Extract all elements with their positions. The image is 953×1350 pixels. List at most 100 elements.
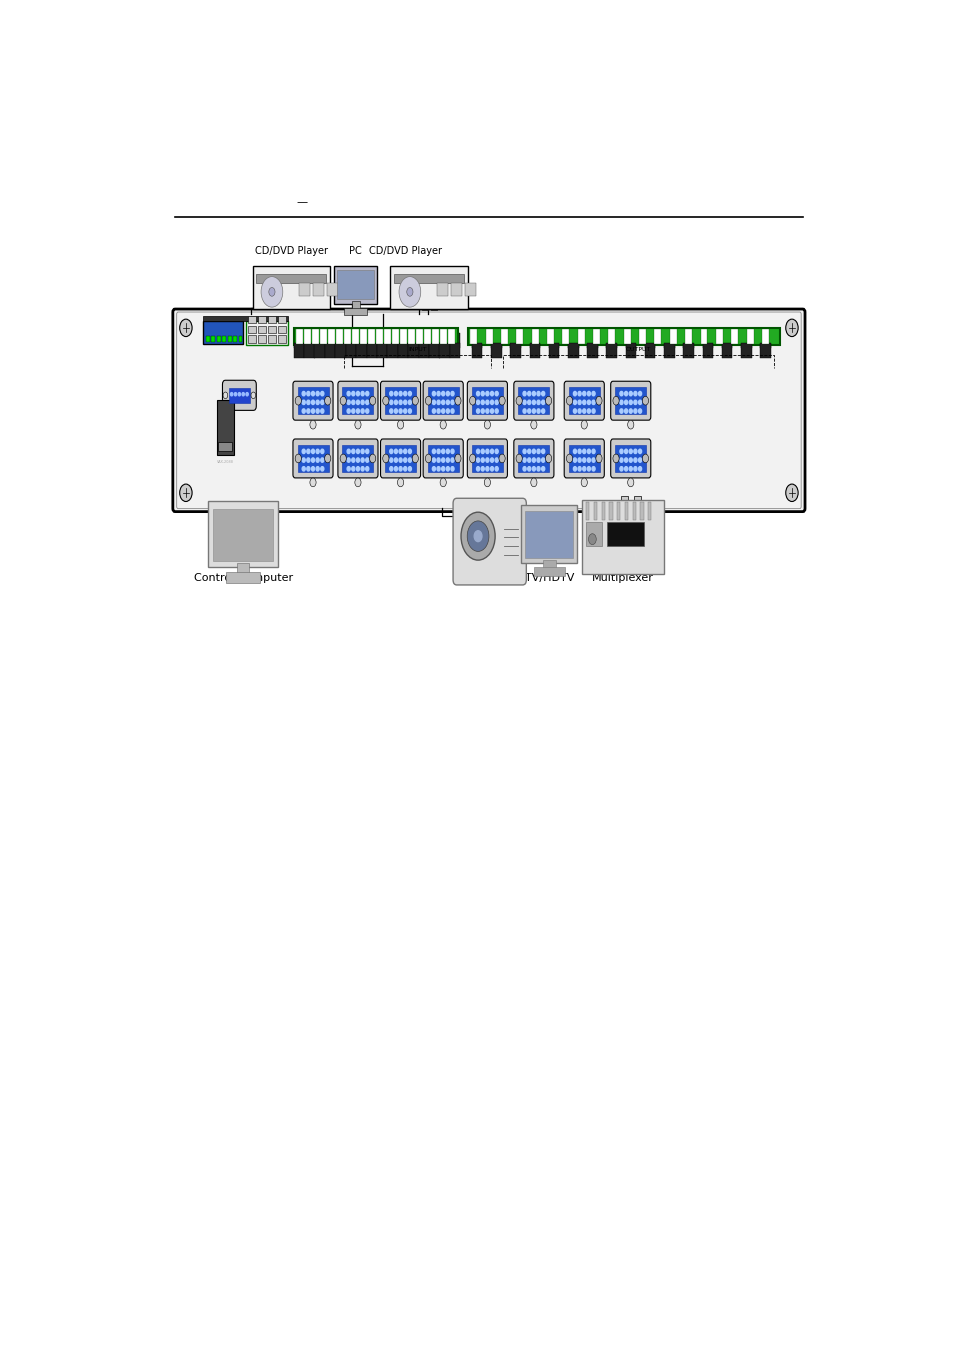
Bar	[383, 329, 391, 344]
Bar	[206, 336, 210, 343]
Bar	[534, 567, 564, 576]
Circle shape	[315, 450, 319, 454]
Bar	[684, 329, 692, 344]
Bar	[594, 502, 597, 520]
Bar	[385, 446, 416, 472]
FancyBboxPatch shape	[172, 309, 804, 512]
Circle shape	[356, 458, 359, 462]
Bar	[531, 329, 538, 344]
Circle shape	[412, 397, 418, 405]
Circle shape	[485, 450, 488, 454]
Circle shape	[408, 392, 411, 396]
Circle shape	[474, 531, 481, 541]
Bar	[761, 329, 768, 344]
Circle shape	[541, 467, 544, 471]
Circle shape	[451, 450, 454, 454]
Bar	[601, 502, 604, 520]
Circle shape	[436, 458, 439, 462]
Bar	[294, 343, 304, 358]
Circle shape	[522, 458, 525, 462]
Text: CD/DVD Player: CD/DVD Player	[254, 246, 328, 255]
Text: INPUT: INPUT	[408, 347, 427, 352]
Bar	[352, 301, 359, 309]
Circle shape	[365, 467, 369, 471]
Circle shape	[425, 397, 431, 405]
Circle shape	[495, 467, 497, 471]
Circle shape	[619, 400, 622, 405]
Circle shape	[530, 420, 537, 429]
Circle shape	[490, 458, 493, 462]
Bar	[485, 329, 492, 344]
Bar	[608, 329, 615, 344]
Circle shape	[485, 467, 488, 471]
Bar	[213, 509, 274, 562]
Circle shape	[352, 467, 355, 471]
Circle shape	[522, 409, 525, 413]
Circle shape	[356, 450, 359, 454]
Circle shape	[310, 420, 315, 429]
Bar	[606, 521, 643, 545]
Circle shape	[451, 400, 454, 405]
Circle shape	[582, 467, 585, 471]
Bar	[216, 336, 220, 343]
Circle shape	[179, 485, 192, 501]
Bar	[297, 387, 328, 414]
Circle shape	[311, 400, 314, 405]
Circle shape	[629, 467, 632, 471]
Circle shape	[516, 454, 521, 463]
Circle shape	[480, 392, 484, 396]
Circle shape	[347, 400, 350, 405]
Bar	[431, 298, 436, 311]
Bar	[632, 502, 635, 520]
Circle shape	[532, 458, 535, 462]
Circle shape	[592, 450, 595, 454]
Circle shape	[476, 400, 479, 405]
Circle shape	[436, 392, 439, 396]
Circle shape	[629, 450, 632, 454]
Bar	[624, 502, 627, 520]
FancyBboxPatch shape	[563, 439, 603, 478]
Bar	[663, 332, 674, 348]
Circle shape	[315, 458, 319, 462]
Bar	[257, 335, 266, 343]
Circle shape	[446, 400, 449, 405]
Circle shape	[360, 392, 364, 396]
Circle shape	[573, 458, 576, 462]
Circle shape	[352, 450, 355, 454]
Circle shape	[516, 397, 521, 405]
Circle shape	[469, 397, 476, 405]
Bar	[542, 560, 555, 571]
Bar	[615, 387, 645, 414]
Text: OUTPUT: OUTPUT	[625, 347, 651, 352]
Circle shape	[476, 450, 479, 454]
Circle shape	[587, 400, 590, 405]
Circle shape	[582, 400, 585, 405]
FancyBboxPatch shape	[423, 439, 463, 478]
Bar	[625, 343, 636, 358]
Bar	[450, 343, 460, 358]
Circle shape	[527, 467, 530, 471]
Bar	[376, 332, 387, 348]
Circle shape	[522, 392, 525, 396]
Bar	[233, 336, 236, 343]
Bar	[639, 502, 643, 520]
Circle shape	[537, 400, 539, 405]
Circle shape	[441, 400, 444, 405]
Circle shape	[484, 478, 490, 487]
FancyBboxPatch shape	[380, 381, 420, 420]
Circle shape	[436, 409, 439, 413]
Bar	[314, 332, 325, 348]
Circle shape	[527, 400, 530, 405]
Circle shape	[527, 392, 530, 396]
Circle shape	[403, 409, 406, 413]
Circle shape	[307, 409, 310, 413]
Bar	[581, 500, 663, 574]
Circle shape	[785, 485, 798, 501]
Circle shape	[484, 420, 490, 429]
Bar	[226, 572, 260, 583]
Circle shape	[578, 409, 580, 413]
Circle shape	[638, 409, 641, 413]
Circle shape	[527, 409, 530, 413]
Bar	[203, 316, 288, 321]
Circle shape	[541, 450, 544, 454]
